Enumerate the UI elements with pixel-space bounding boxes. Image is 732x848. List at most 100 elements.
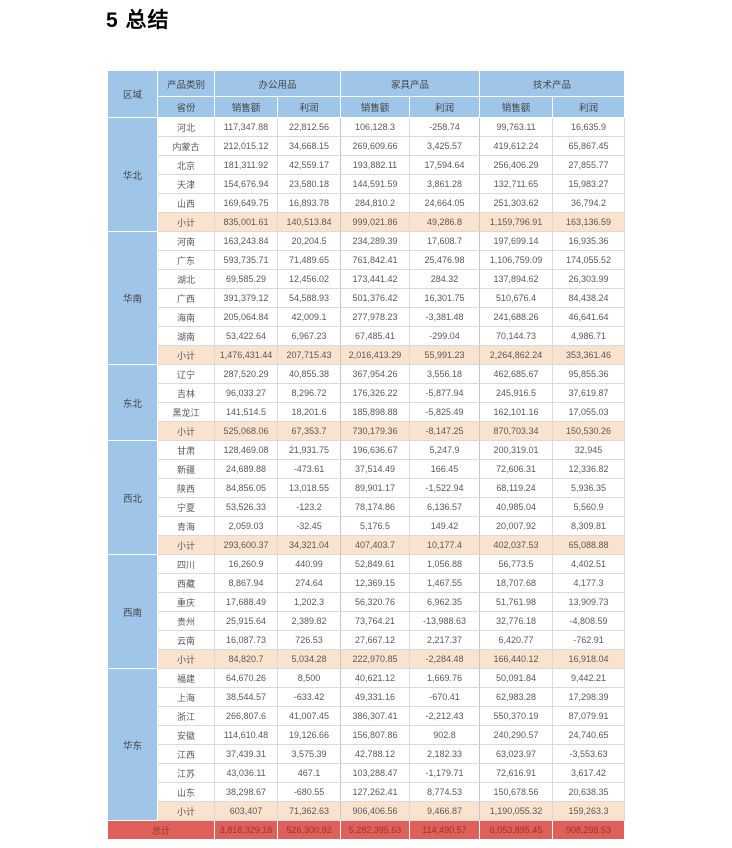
profit-cell: 18,201.6	[277, 402, 341, 422]
province-row: 内蒙古 212,015.12 34,668.15 269,609.66 3,425.57…	[108, 136, 625, 156]
header-profit-office-supplies: 利润	[277, 96, 341, 118]
sales-cell: 6,053,895.45	[479, 820, 553, 840]
sales-cell: 256,406.29	[479, 155, 553, 175]
sales-cell: 128,469.08	[214, 440, 278, 460]
sales-cell: 525,068.06	[214, 421, 278, 441]
province-row: 陕西 84,856.05 13,018.55 89,901.17 -1,522.94 68…	[108, 478, 625, 498]
profit-cell: 16,893.78	[277, 193, 341, 213]
profit-cell: -123.2	[277, 497, 341, 517]
province-cell: 河南	[157, 231, 215, 251]
profit-cell: 3,575.39	[277, 744, 341, 764]
sales-cell: 2,016,413.29	[340, 345, 410, 365]
profit-cell: 274.64	[277, 573, 341, 593]
sales-cell: 367,954.26	[340, 364, 410, 384]
sales-cell: 593,735.71	[214, 250, 278, 270]
sales-cell: 137,894.62	[479, 269, 553, 289]
sales-cell: 24,689.88	[214, 459, 278, 479]
page-title: 5 总结	[106, 9, 170, 32]
sales-cell: 1,476,431.44	[214, 345, 278, 365]
sales-cell: 407,403.7	[340, 535, 410, 555]
sales-cell: 141,514.5	[214, 402, 278, 422]
profit-cell: 16,918.04	[552, 649, 625, 669]
header-sales-technology: 销售额	[479, 96, 553, 118]
profit-cell: 1,467.55	[409, 573, 480, 593]
profit-cell: 42,559.17	[277, 155, 341, 175]
sales-cell: 1,106,759.09	[479, 250, 553, 270]
profit-cell: 353,361.46	[552, 345, 625, 365]
province-row: 广东 593,735.71 71,489.65 761,842.41 25,476.98…	[108, 250, 625, 270]
profit-cell: 2,182.33	[409, 744, 480, 764]
profit-cell: 21,931.75	[277, 440, 341, 460]
table-header: 区域 产品类别 办公用品 家具产品 技术产品 省份 销售额 利润 销售额 利润 销售额 利润	[107, 70, 625, 118]
header-category: 产品类别	[157, 70, 215, 97]
header-row-1: 区域 产品类别 办公用品 家具产品 技术产品	[107, 70, 625, 118]
sales-cell: 835,001.61	[214, 212, 278, 232]
sales-cell: 99,763.11	[479, 117, 553, 137]
subtotal-row: 小计 603,407 71,362.63 906,406.56 9,466.87 1,19…	[108, 801, 625, 821]
subtotal-row: 小计 293,600.37 34,321.04 407,403.7 10,177.4 40…	[108, 535, 625, 555]
province-row: 江苏 43,036.11 467.1 103,288.47 -1,179.71 72,61…	[108, 763, 625, 783]
province-row: 吉林 96,033.27 8,296.72 176,326.22 -5,877.94 24…	[108, 383, 625, 403]
province-row: 华南 河南 163,243.84 20,204.5 234,289.39 17,608.7…	[107, 231, 625, 365]
sales-cell: 212,015.12	[214, 136, 278, 156]
sales-cell: 114,610.48	[214, 725, 278, 745]
sales-cell: 1,159,796.91	[479, 212, 553, 232]
profit-cell: 24,740.65	[552, 725, 625, 745]
sales-cell: 68,119.24	[479, 478, 553, 498]
province-cell: 天津	[157, 174, 215, 194]
sales-cell: 84,856.05	[214, 478, 278, 498]
sales-cell: 173,441.42	[340, 269, 410, 289]
province-cell: 黑龙江	[157, 402, 215, 422]
province-row: 山东 38,298.67 -680.55 127,262.41 8,774.53 150,…	[108, 782, 625, 802]
profit-cell: 149.42	[409, 516, 480, 536]
profit-cell: 13,018.55	[277, 478, 341, 498]
province-row: 西藏 8,867.94 274.64 12,369.15 1,467.55 18,707.…	[108, 573, 625, 593]
province-cell: 广东	[157, 250, 215, 270]
profit-cell: 67,353.7	[277, 421, 341, 441]
province-row: 东北 辽宁 287,520.29 40,855.38 367,954.26 3,556.1…	[107, 364, 625, 441]
profit-cell: 16,635.9	[552, 117, 625, 137]
province-cell: 海南	[157, 307, 215, 327]
profit-cell: -3,381.48	[409, 307, 480, 327]
profit-cell: 9,466.87	[409, 801, 480, 821]
province-row: 青海 2,059.03 -32.45 5,176.5 149.42 20,007.92 8,…	[108, 516, 625, 536]
sales-cell: 391,379.12	[214, 288, 278, 308]
profit-cell: 19,126.66	[277, 725, 341, 745]
profit-cell: -32.45	[277, 516, 341, 536]
region-cell-0: 华北	[107, 117, 158, 232]
subtotal-row: 小计 835,001.61 140,513.84 999,021.86 49,286.8…	[108, 212, 625, 232]
province-row: 新疆 24,689.88 -473.61 37,514.49 166.45 72,606.…	[108, 459, 625, 479]
sales-cell: 240,290.57	[479, 725, 553, 745]
sales-cell: 293,600.37	[214, 535, 278, 555]
province-row: 华北 河北 117,347.88 22,812.56 106,128.3 -258.74 9…	[107, 117, 625, 232]
province-row: 上海 38,544.57 -633.42 49,331.16 -670.41 62,983…	[108, 687, 625, 707]
region-cell-1: 华南	[107, 231, 158, 365]
profit-cell: 95,855.36	[552, 364, 625, 384]
sales-cell: 870,703.34	[479, 421, 553, 441]
header-sales-furniture: 销售额	[340, 96, 410, 118]
sales-cell: 62,983.28	[479, 687, 553, 707]
profit-cell: 3,425.57	[409, 136, 480, 156]
profit-cell: 17,055.03	[552, 402, 625, 422]
profit-cell: -2,212.43	[409, 706, 480, 726]
sales-cell: 103,288.47	[340, 763, 410, 783]
profit-cell: -762.91	[552, 630, 625, 650]
province-cell: 贵州	[157, 611, 215, 631]
sales-cell: 730,179.36	[340, 421, 410, 441]
profit-cell: 15,983.27	[552, 174, 625, 194]
sales-cell: 166,440.12	[479, 649, 553, 669]
header-region: 区域	[107, 70, 158, 118]
sales-cell: 37,439.31	[214, 744, 278, 764]
sales-cell: 16,087.73	[214, 630, 278, 650]
province-row: 天津 154,676.94 23,580.18 144,591.59 3,861.28 1…	[108, 174, 625, 194]
profit-cell: 20,204.5	[277, 231, 341, 251]
profit-cell: 6,962.35	[409, 592, 480, 612]
sales-cell: 51,761.98	[479, 592, 553, 612]
sales-cell: 127,262.41	[340, 782, 410, 802]
province-cell: 河北	[157, 117, 215, 137]
profit-cell: -13,988.63	[409, 611, 480, 631]
profit-cell: 17,594.64	[409, 155, 480, 175]
province-row: 广西 391,379.12 54,588.93 501,376.42 16,301.75…	[108, 288, 625, 308]
profit-cell: 20,638.35	[552, 782, 625, 802]
profit-cell: 49,286.8	[409, 212, 480, 232]
